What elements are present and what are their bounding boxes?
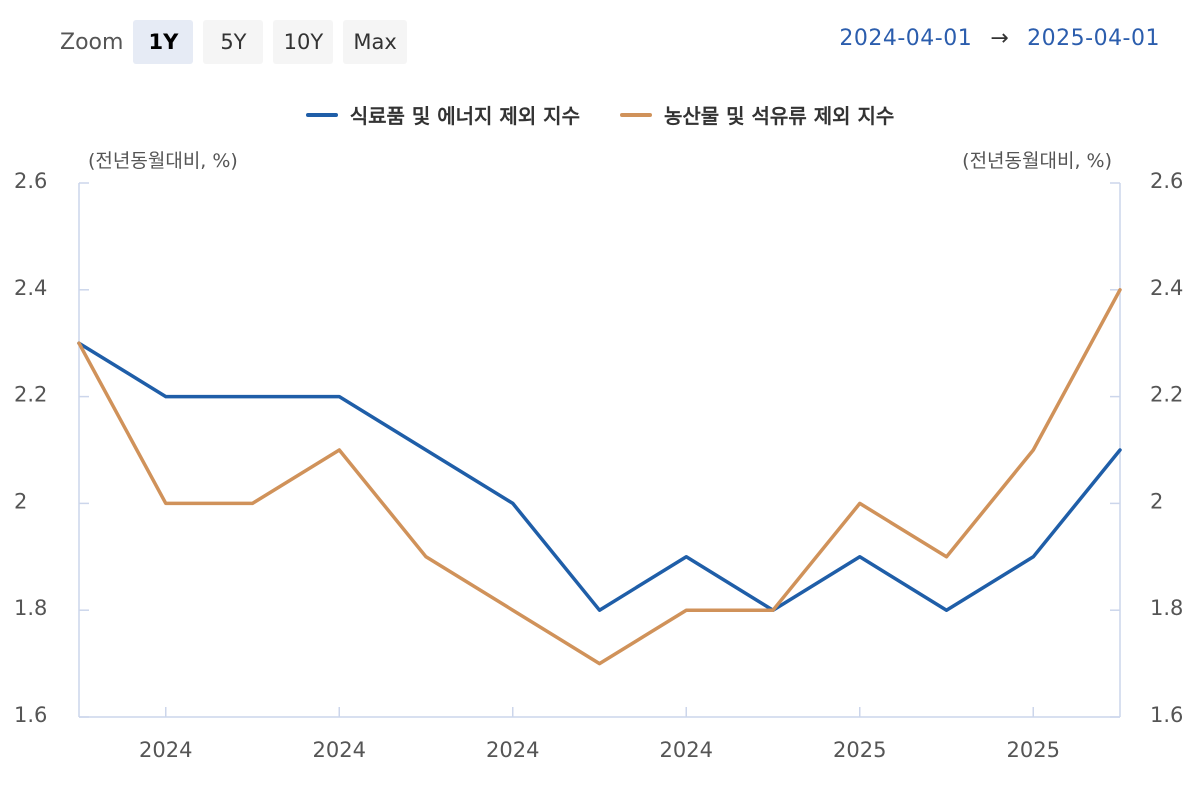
date-range: 2024-04-01 → 2025-04-01	[839, 26, 1160, 51]
zoom-max-button[interactable]: Max	[343, 20, 407, 64]
y-tick-label-left: 2	[14, 489, 27, 513]
y-tick-label-right: 2.4	[1150, 276, 1183, 300]
series-line-1	[77, 288, 1122, 666]
range-from[interactable]: 2024-04-01	[839, 26, 973, 51]
chart-legend: 식료품 및 에너지 제외 지수 농산물 및 석유류 제외 지수	[0, 100, 1200, 129]
y-tick-label-left: 1.6	[14, 703, 47, 727]
x-tick-label: 2024	[660, 738, 713, 762]
legend-swatch-blue	[305, 112, 338, 117]
y-tick-label-right: 1.8	[1150, 596, 1183, 620]
legend-item-core-ex-food-energy[interactable]: 식료품 및 에너지 제외 지수	[305, 100, 580, 129]
range-to[interactable]: 2025-04-01	[1027, 26, 1160, 51]
range-arrow: →	[990, 26, 1010, 51]
y-tick-label-left: 1.8	[14, 596, 47, 620]
y-tick-label-left: 2.2	[14, 383, 47, 407]
legend-item-ex-agri-oil[interactable]: 농산물 및 석유류 제외 지수	[620, 100, 894, 129]
y-axis-unit-left: (전년동월대비, %)	[88, 150, 238, 172]
x-tick-label: 2025	[1007, 738, 1060, 762]
zoom-5y-button[interactable]: 5Y	[203, 20, 264, 64]
x-tick-label: 2025	[833, 738, 886, 762]
series-line-0	[77, 341, 1122, 612]
y-tick-label-right: 2	[1150, 489, 1163, 513]
y-tick-label-left: 2.6	[14, 169, 47, 193]
zoom-10y-button[interactable]: 10Y	[273, 20, 334, 64]
legend-label: 농산물 및 석유류 제외 지수	[664, 104, 895, 128]
legend-label: 식료품 및 에너지 제외 지수	[349, 104, 580, 128]
y-tick-label-right: 2.6	[1150, 169, 1183, 193]
legend-swatch-orange	[620, 112, 652, 117]
y-tick-label-right: 1.6	[1150, 703, 1183, 727]
x-tick-label: 2024	[486, 738, 539, 762]
y-tick-label-right: 2.2	[1150, 383, 1183, 407]
y-tick-label-left: 2.4	[14, 276, 47, 300]
zoom-bar: Zoom 1Y 5Y 10Y Max	[60, 20, 417, 64]
zoom-1y-button[interactable]: 1Y	[133, 20, 194, 64]
y-axis-unit-right: (전년동월대비, %)	[962, 150, 1112, 172]
x-tick-label: 2024	[313, 738, 366, 762]
x-tick-label: 2024	[139, 738, 192, 762]
zoom-label: Zoom	[60, 29, 124, 55]
